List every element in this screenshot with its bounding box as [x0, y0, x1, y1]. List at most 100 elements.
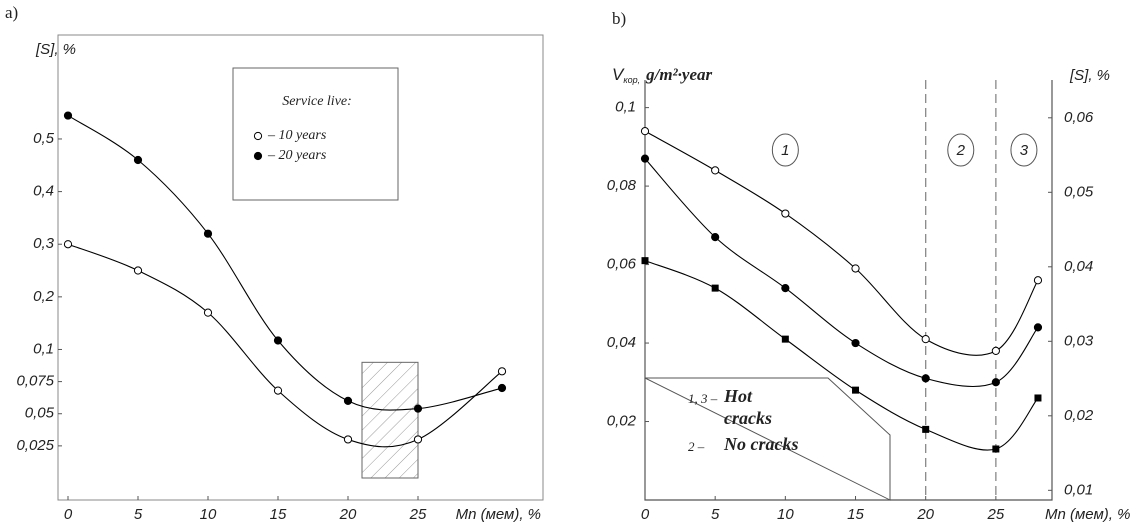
legend-marker [253, 131, 263, 141]
marker [852, 386, 860, 394]
x-tick-label: 0 [64, 506, 73, 523]
marker [781, 335, 789, 343]
x-tick-label: 10 [200, 506, 217, 523]
y-tick-label: 0,3 [33, 235, 55, 252]
region-circle [1010, 133, 1038, 167]
marker [497, 367, 507, 376]
frame [57, 34, 544, 501]
legend-label: – 10 years [267, 128, 327, 143]
y2-tick-label: 0,04 [1064, 258, 1093, 275]
marker [711, 284, 719, 292]
y-axis-label-part: g/m²·year [645, 65, 712, 84]
marker [343, 435, 353, 444]
y-tick-label: 0,4 [33, 183, 54, 200]
marker [497, 383, 507, 393]
marker [922, 425, 930, 433]
panel-label: b) [612, 9, 626, 28]
marker [711, 166, 720, 175]
note-label: 1, 3 – [688, 391, 718, 406]
note-label: 2 – [688, 439, 705, 454]
marker [1033, 323, 1043, 332]
y2-tick-label: 0,03 [1064, 332, 1094, 349]
marker [641, 257, 649, 265]
x-tick-label: 15 [847, 506, 864, 523]
marker [992, 445, 1000, 453]
series-line [644, 158, 1039, 388]
y-tick-label: 0,1 [33, 340, 54, 357]
note-text: cracks [724, 408, 772, 428]
marker [63, 240, 73, 249]
region-label: 2 [956, 142, 966, 159]
x-tick-label: 15 [270, 506, 287, 523]
y-tick-label: 0,06 [607, 256, 637, 273]
legend-label: – 20 years [267, 148, 327, 163]
y-axis-label: Vкор, g/m²·year [612, 65, 712, 85]
marker [640, 127, 650, 136]
marker [203, 229, 213, 238]
region-circle [771, 133, 799, 167]
region-label: 3 [1020, 142, 1029, 159]
marker [203, 308, 213, 317]
series-line [644, 130, 1039, 356]
note-box [644, 377, 891, 501]
x-axis-label: Mn (мем), % [456, 506, 541, 523]
marker [711, 233, 720, 242]
y-tick-label: 0,04 [607, 334, 636, 351]
y-tick-label: 0,02 [607, 412, 637, 429]
marker [991, 378, 1000, 387]
y-axis-label-part: V [612, 65, 625, 84]
y-axis-label: [S], % [35, 41, 76, 58]
marker [343, 396, 353, 405]
y2-tick-label: 0,05 [1064, 183, 1094, 200]
marker [413, 435, 423, 444]
y2-tick-label: 0,02 [1064, 407, 1094, 424]
marker [781, 209, 790, 218]
panel-label: a) [5, 3, 18, 22]
x-tick-label: 20 [339, 506, 357, 523]
x-tick-label: 20 [916, 506, 934, 523]
marker [781, 284, 790, 293]
y-tick-label: 0,1 [615, 99, 636, 116]
x-tick-label: 10 [777, 506, 794, 523]
legend-marker [253, 151, 263, 161]
x-tick-label: 25 [409, 506, 427, 523]
legend-title: Service live: [282, 94, 352, 109]
marker [851, 264, 860, 273]
series-line [67, 243, 503, 448]
marker [413, 404, 423, 413]
region-circle [947, 133, 975, 167]
y-tick-label: 0,075 [16, 373, 54, 390]
marker [133, 155, 143, 165]
marker [1034, 394, 1042, 402]
hatched-span [361, 361, 419, 479]
marker [921, 374, 930, 383]
note-text: No cracks [723, 434, 799, 454]
axis-line [644, 80, 1053, 501]
marker [921, 335, 930, 344]
marker [640, 154, 650, 163]
y-tick-label: 0,2 [33, 288, 55, 305]
x-tick-label: 5 [711, 506, 720, 523]
y-axis-label-part: кор, [623, 75, 640, 85]
y-tick-label: 0,05 [25, 405, 55, 422]
x-tick-label: 25 [987, 506, 1005, 523]
note-text: Hot [723, 386, 753, 406]
y2-tick-label: 0,06 [1064, 109, 1094, 126]
x-tick-label: 0 [641, 506, 650, 523]
marker [851, 338, 860, 348]
marker [133, 266, 143, 275]
y-tick-label: 0,08 [607, 177, 637, 194]
marker [273, 386, 283, 395]
marker [991, 346, 1000, 355]
marker [63, 111, 73, 120]
x-tick-label: 5 [134, 506, 143, 523]
y-tick-label: 0,5 [33, 130, 55, 147]
marker [273, 336, 283, 345]
y2-tick-label: 0,01 [1064, 481, 1093, 498]
y2-axis-label: [S], % [1069, 67, 1110, 84]
region-label: 1 [781, 142, 789, 159]
y-tick-label: 0,025 [16, 437, 54, 454]
x-axis-label: Mn (мем), % [1045, 506, 1130, 523]
marker [1033, 276, 1043, 285]
